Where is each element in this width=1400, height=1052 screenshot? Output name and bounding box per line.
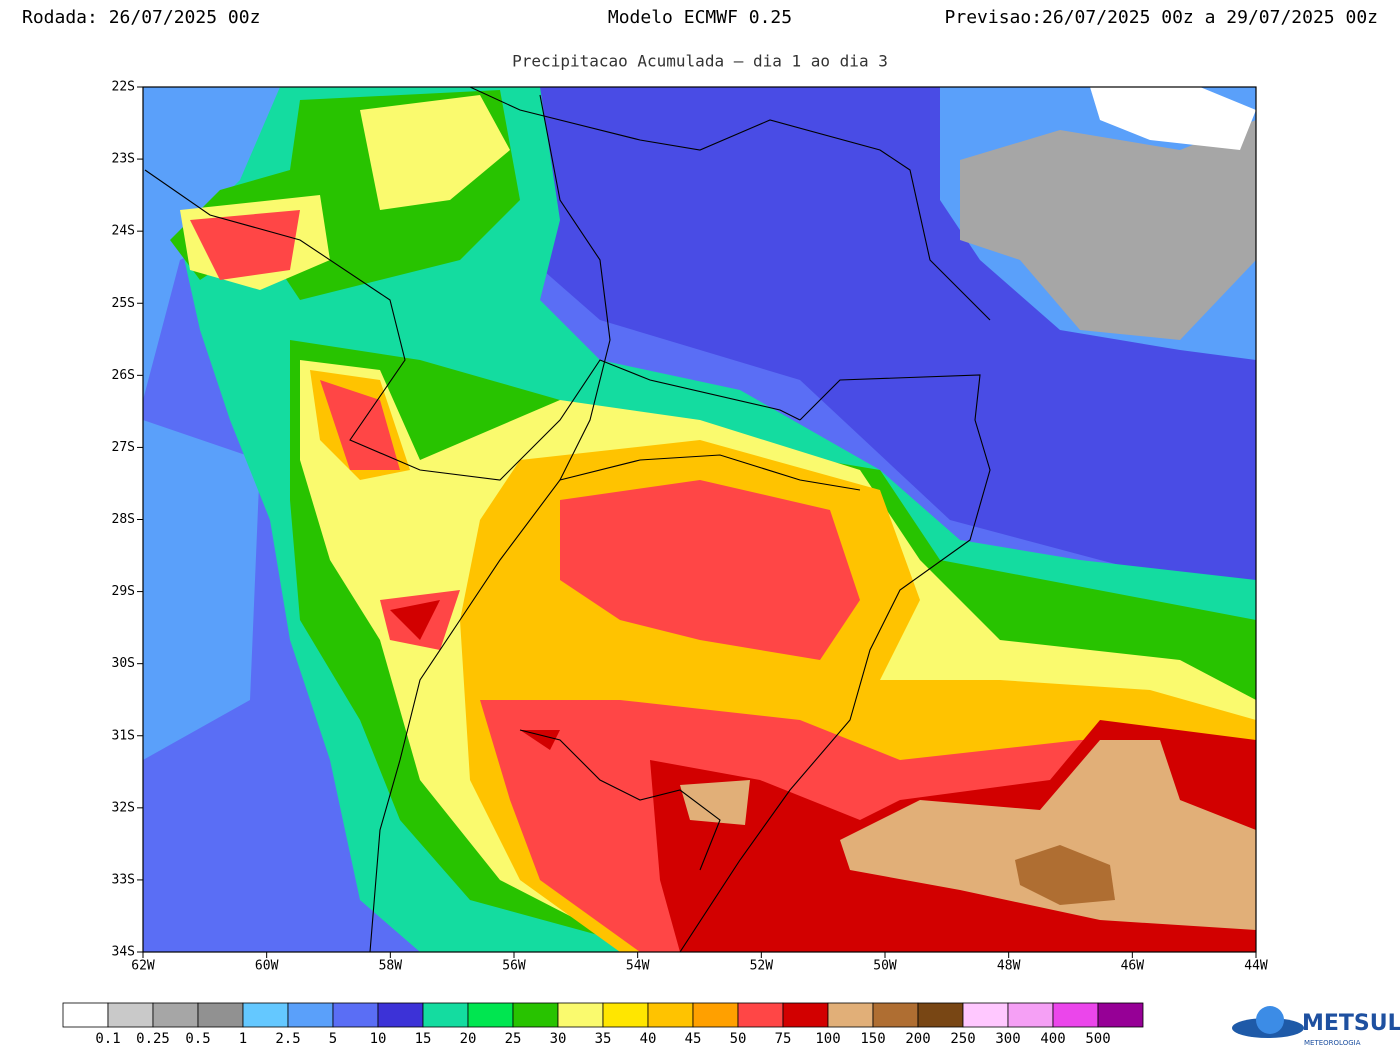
legend-label: 100 <box>815 1031 840 1047</box>
subtitle: Precipitacao Acumulada – dia 1 ao dia 3 <box>512 52 888 71</box>
legend-label: 75 <box>775 1031 792 1047</box>
lat-label: 29S <box>112 584 135 599</box>
legend-label: 2.5 <box>275 1031 300 1047</box>
lon-label: 48W <box>997 959 1021 974</box>
legend-label: 0.25 <box>136 1031 170 1047</box>
lat-label: 28S <box>112 512 135 527</box>
lat-label: 34S <box>112 945 135 960</box>
model-label: Modelo ECMWF 0.25 <box>608 7 792 28</box>
lat-label: 33S <box>112 872 135 887</box>
lat-label: 31S <box>112 728 135 743</box>
legend-swatch <box>647 1002 694 1028</box>
lat-label: 22S <box>112 80 135 95</box>
logo: METSUL METEOROLOGIA <box>1232 1006 1400 1047</box>
legend-label: 25 <box>505 1031 522 1047</box>
legend-label: 0.5 <box>185 1031 210 1047</box>
legend-label: 50 <box>730 1031 747 1047</box>
legend-swatch <box>512 1002 559 1028</box>
legend-swatch <box>602 1002 649 1028</box>
legend-swatch <box>197 1002 244 1028</box>
lat-label: 32S <box>112 800 135 815</box>
legend-swatch <box>827 1002 874 1028</box>
logo-name: METSUL <box>1302 1011 1400 1036</box>
precip-field <box>143 87 1256 952</box>
legend-label: 250 <box>950 1031 975 1047</box>
logo-tagline: METEOROLOGIA <box>1304 1039 1361 1047</box>
lon-label: 58W <box>379 959 403 974</box>
lon-label: 62W <box>131 959 155 974</box>
legend-label: 5 <box>329 1031 337 1047</box>
legend-swatch <box>782 1002 829 1028</box>
legend-label: 150 <box>860 1031 885 1047</box>
legend-label: 0.1 <box>95 1031 120 1047</box>
legend-swatch <box>152 1002 199 1028</box>
legend-swatch <box>1007 1002 1054 1028</box>
run-label: Rodada: 26/07/2025 00z <box>22 7 260 28</box>
legend-label: 35 <box>595 1031 612 1047</box>
forecast-label: Previsao:26/07/2025 00z a 29/07/2025 00z <box>945 7 1378 28</box>
lon-label: 52W <box>750 959 774 974</box>
legend-swatch <box>377 1002 424 1028</box>
legend-swatch <box>1052 1002 1099 1028</box>
legend-swatch <box>917 1002 964 1028</box>
legend-label: 400 <box>1040 1031 1065 1047</box>
legend-label: 30 <box>550 1031 567 1047</box>
legend-swatch <box>1097 1002 1144 1028</box>
legend-swatch <box>737 1002 784 1028</box>
lat-label: 26S <box>112 368 135 383</box>
legend-label: 1 <box>239 1031 247 1047</box>
legend-swatch <box>557 1002 604 1028</box>
legend-swatch <box>107 1002 154 1028</box>
legend-label: 45 <box>685 1031 702 1047</box>
lon-label: 50W <box>873 959 897 974</box>
legend-swatch <box>422 1002 469 1028</box>
legend-label: 40 <box>640 1031 657 1047</box>
lon-label: 54W <box>626 959 650 974</box>
legend-label: 15 <box>415 1031 432 1047</box>
lon-label: 60W <box>255 959 279 974</box>
legend-swatch <box>962 1002 1009 1028</box>
legend-swatch <box>287 1002 334 1028</box>
lat-label: 24S <box>112 224 135 239</box>
lon-label: 46W <box>1121 959 1145 974</box>
legend-swatch <box>692 1002 739 1028</box>
legend-label: 20 <box>460 1031 477 1047</box>
lat-label: 30S <box>112 656 135 671</box>
legend-swatch <box>242 1002 289 1028</box>
legend-swatch <box>467 1002 514 1028</box>
legend-swatch <box>62 1002 109 1028</box>
legend-swatch <box>332 1002 379 1028</box>
legend-label: 300 <box>995 1031 1020 1047</box>
legend-label: 500 <box>1085 1031 1110 1047</box>
lat-label: 27S <box>112 440 135 455</box>
lat-label: 23S <box>112 152 135 167</box>
legend-label: 10 <box>370 1031 387 1047</box>
lon-label: 56W <box>502 959 526 974</box>
lon-label: 44W <box>1244 959 1268 974</box>
lat-label: 25S <box>112 296 135 311</box>
legend-label: 200 <box>905 1031 930 1047</box>
legend-swatch <box>872 1002 919 1028</box>
